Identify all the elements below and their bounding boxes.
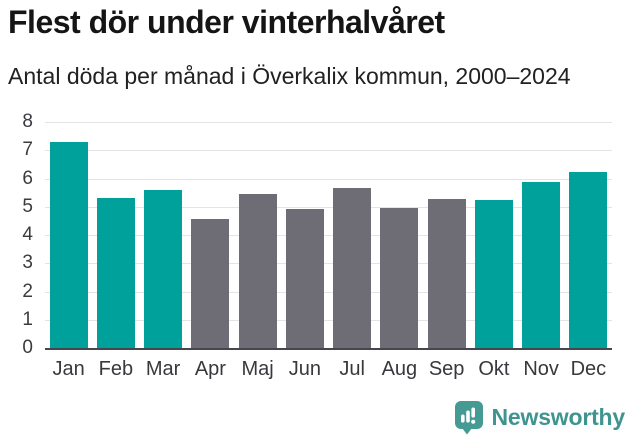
chart-subtitle: Antal döda per månad i Överkalix kommun,… bbox=[8, 63, 571, 89]
gridline-5 bbox=[45, 206, 612, 208]
bar-slot-sep bbox=[423, 122, 470, 348]
bar-nov bbox=[522, 181, 561, 348]
x-tick-label-jul: Jul bbox=[339, 358, 365, 380]
bar-slot-jan bbox=[45, 122, 92, 348]
y-tick-label-4: 4 bbox=[22, 224, 33, 245]
y-tick-label-7: 7 bbox=[22, 139, 33, 161]
bar-mar bbox=[144, 189, 183, 348]
x-tick-label-dec: Dec bbox=[570, 358, 607, 380]
bar-apr bbox=[191, 219, 230, 348]
x-tick-label-aug: Aug bbox=[381, 358, 418, 380]
x-tick-label-mar: Mar bbox=[145, 358, 181, 380]
bar-feb bbox=[96, 197, 135, 348]
y-tick-label-0: 0 bbox=[22, 337, 33, 358]
gridline-4 bbox=[45, 235, 612, 236]
bar-okt bbox=[474, 199, 513, 348]
bar-slot-nov bbox=[518, 122, 565, 348]
bar-jan bbox=[49, 142, 88, 348]
x-axis: Jan Feb Mar Apr Maj Jun Jul Aug Sep Okt Nov Dec bbox=[45, 357, 612, 381]
bar-slot-okt bbox=[470, 122, 517, 348]
x-tick-label-maj: Maj bbox=[241, 358, 274, 380]
page-title: Flest dör under vinterhalvåret bbox=[8, 4, 445, 40]
bar-slot-maj bbox=[234, 122, 281, 348]
bar-slot-jun bbox=[281, 122, 328, 348]
y-tick-label-6: 6 bbox=[22, 167, 33, 189]
x-tick-label-okt: Okt bbox=[478, 358, 510, 380]
x-tick-label-apr: Apr bbox=[194, 358, 226, 380]
bar-slot-dec bbox=[565, 122, 612, 348]
newsworthy-logo-icon bbox=[454, 400, 484, 435]
bar-slot-aug bbox=[376, 122, 423, 348]
gridline-6 bbox=[45, 178, 612, 180]
x-tick-label-nov: Nov bbox=[523, 358, 559, 380]
bar-aug bbox=[380, 207, 419, 348]
gridline-2 bbox=[45, 291, 612, 293]
gridline-1 bbox=[45, 319, 612, 321]
x-tick-label-sep: Sep bbox=[428, 358, 465, 380]
bar-slot-mar bbox=[140, 122, 187, 348]
bar-maj bbox=[238, 194, 277, 348]
plot-area bbox=[45, 122, 612, 350]
y-tick-label-3: 3 bbox=[22, 252, 33, 274]
gridline-7 bbox=[45, 150, 612, 152]
y-tick-label-5: 5 bbox=[22, 195, 33, 217]
bar-slot-jul bbox=[329, 122, 376, 348]
gridline-3 bbox=[45, 263, 612, 265]
bar-slot-apr bbox=[187, 122, 234, 348]
newsworthy-brand-text: Newsworthy bbox=[491, 404, 626, 430]
x-tick-label-jan: Jan bbox=[52, 358, 85, 380]
x-tick-label-feb: Feb bbox=[98, 358, 134, 380]
y-tick-label-1: 1 bbox=[22, 308, 33, 330]
bar-jun bbox=[285, 209, 324, 348]
gridline-8 bbox=[45, 122, 612, 123]
y-tick-label-2: 2 bbox=[22, 280, 33, 302]
x-tick-label-jun: Jun bbox=[288, 358, 321, 380]
newsworthy-logo: Newsworthy bbox=[454, 400, 625, 435]
bar-slot-feb bbox=[92, 122, 139, 348]
y-tick-label-8: 8 bbox=[22, 111, 33, 132]
y-axis: 0 1 2 3 4 5 6 7 8 bbox=[0, 111, 40, 358]
bar-dec bbox=[569, 171, 608, 348]
bar-jul bbox=[333, 187, 372, 348]
bar-sep bbox=[427, 198, 466, 348]
